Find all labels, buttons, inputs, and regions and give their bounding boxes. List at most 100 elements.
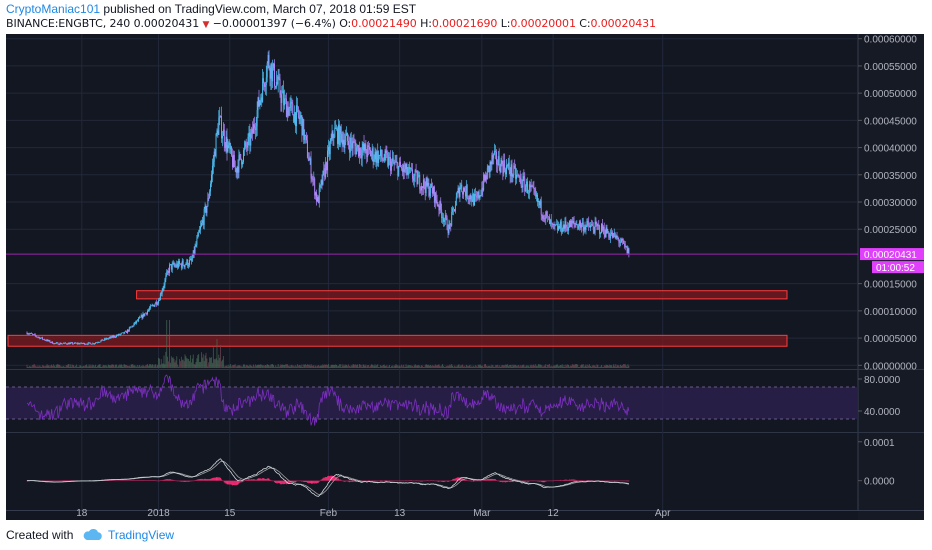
candle-body (357, 145, 359, 148)
ohlc-line: BINANCE:ENGBTC, 240 0.00020431 ▼ −0.0000… (6, 17, 656, 30)
macd-histogram-bar (320, 479, 322, 481)
macd-histogram-bar (611, 480, 612, 482)
volume-bar (295, 365, 296, 368)
candle-body (294, 112, 296, 123)
volume-bar (500, 366, 502, 368)
candle-body (602, 226, 604, 231)
candle-body (587, 221, 589, 223)
volume-bar (198, 354, 200, 368)
candle-body (32, 333, 33, 335)
macd-histogram-bar (147, 480, 149, 481)
volume-bar (368, 365, 369, 368)
candle-body (523, 176, 525, 179)
candle-body (345, 135, 347, 143)
candle-body (557, 224, 559, 231)
volume-bar (40, 366, 42, 368)
volume-bar (400, 366, 401, 368)
candle-body (449, 223, 451, 225)
candle-body (54, 343, 56, 344)
candle-body (608, 232, 610, 238)
volume-bar (74, 366, 75, 368)
volume-bar (104, 365, 106, 368)
tradingview-brand-link[interactable]: TradingView (108, 528, 175, 542)
macd-histogram-bar (487, 478, 489, 481)
volume-bar (53, 364, 54, 368)
macd-histogram-bar (481, 480, 483, 481)
candle-body (551, 223, 553, 224)
volume-bar (485, 364, 486, 368)
candle-body (212, 161, 214, 166)
volume-bar (218, 354, 220, 368)
candle-body (538, 201, 539, 203)
volume-bar (122, 366, 124, 368)
macd-histogram-bar (509, 480, 511, 483)
candle-body (363, 143, 365, 151)
macd-histogram-bar (336, 477, 338, 481)
volume-bar (425, 364, 427, 368)
last-price-tag (860, 248, 924, 261)
candle-body (188, 265, 190, 267)
volume-bar (284, 364, 285, 368)
volume-bar (205, 352, 207, 368)
candle-body (600, 233, 602, 234)
macd-histogram-bar (227, 480, 229, 485)
macd-histogram-bar (281, 480, 283, 485)
macd-histogram-bar (415, 480, 417, 482)
candle-body (209, 191, 211, 199)
candle-body (277, 76, 279, 85)
macd-histogram-bar (137, 480, 138, 481)
macd-histogram-bar (529, 480, 531, 482)
author-link[interactable]: CryptoManiac101 (6, 2, 101, 16)
volume-bar (402, 364, 404, 368)
candle-body (513, 165, 515, 176)
candle-body (443, 217, 444, 222)
volume-bar (108, 365, 110, 368)
candle-body (337, 124, 339, 144)
volume-bar (145, 365, 147, 368)
macd-histogram-bar (128, 480, 130, 481)
volume-bar (225, 366, 227, 368)
volume-bar (374, 364, 376, 368)
volume-bar (448, 366, 450, 368)
candle-body (501, 159, 503, 165)
volume-bar (93, 365, 95, 368)
volume-bar (416, 365, 418, 368)
macd-histogram-bar (277, 480, 279, 484)
volume-bar (80, 365, 82, 368)
candle-body (509, 171, 511, 176)
macd-histogram-bar (533, 480, 535, 482)
macd-histogram-bar (449, 480, 451, 482)
candle-body (482, 187, 484, 191)
candle-body (398, 166, 400, 176)
candle-body (454, 205, 456, 212)
macd-histogram-bar (390, 480, 391, 482)
candle-body (531, 185, 533, 187)
candle-body (452, 208, 454, 212)
volume-bar (30, 366, 32, 368)
volume-bar (71, 366, 73, 368)
candle-body (306, 140, 308, 158)
macd-histogram-bar (390, 480, 392, 482)
candle-body (242, 162, 243, 165)
macd-histogram-bar (345, 480, 347, 482)
macd-histogram-bar (491, 478, 493, 481)
candle-body (316, 196, 318, 202)
macd-histogram-bar (594, 480, 596, 482)
volume-bar (502, 365, 504, 368)
price-chart[interactable]: 0.000600000.000550000.000500000.00045000… (0, 34, 932, 520)
candle-body (332, 131, 334, 138)
candle-body (373, 159, 375, 162)
macd-histogram-bar (106, 480, 107, 481)
macd-histogram-bar (130, 480, 132, 481)
macd-histogram-bar (282, 480, 284, 484)
tradingview-cloud-icon[interactable] (82, 528, 104, 542)
volume-bar (530, 364, 532, 368)
volume-bar (266, 364, 268, 368)
candle-body (476, 196, 478, 198)
macd-histogram-bar (251, 479, 253, 481)
volume-bar (412, 365, 413, 368)
volume-bar (82, 366, 84, 368)
candle-body (329, 142, 331, 155)
candle-body (65, 343, 67, 345)
candle-body (549, 219, 551, 225)
